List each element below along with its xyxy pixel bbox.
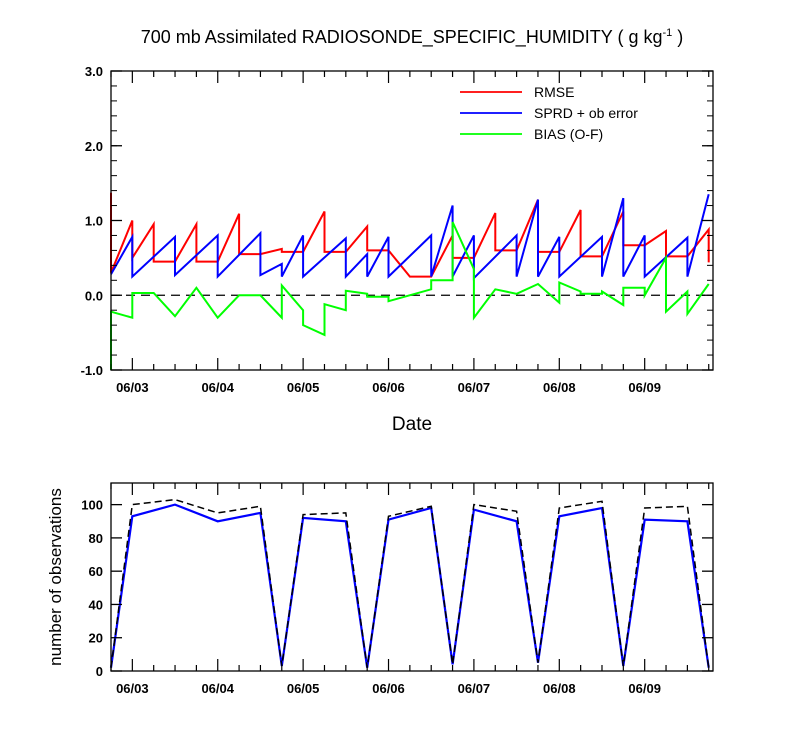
y-tick-label: 40 bbox=[89, 597, 103, 612]
top-chart-panel: -1.0 0.0 1.0 2.0 3.0 06/03 06/04 06/05 06/06 06/0… bbox=[81, 27, 714, 435]
series-line-rmse bbox=[110, 192, 710, 278]
legend-label: BIAS (O-F) bbox=[534, 126, 603, 142]
chart-title-main: 700 mb Assimilated RADIOSONDE_SPECIFIC_H… bbox=[141, 27, 663, 48]
x-tick-label: 06/03 bbox=[116, 380, 149, 395]
chart-title: 700 mb Assimilated RADIOSONDE_SPECIFIC_H… bbox=[141, 27, 684, 48]
x-tick-label: 06/05 bbox=[287, 380, 320, 395]
x-axis-label: Date bbox=[392, 414, 432, 435]
x-tick-label: 06/06 bbox=[372, 681, 405, 696]
y-tick-label: 1.0 bbox=[85, 214, 103, 229]
y-tick-label: 0 bbox=[96, 664, 103, 679]
plot-frame bbox=[110, 482, 714, 672]
x-tick-label: 06/09 bbox=[628, 681, 661, 696]
x-tick-label: 06/07 bbox=[458, 380, 491, 395]
x-tick-label: 06/03 bbox=[116, 681, 149, 696]
x-tick-label: 06/08 bbox=[543, 681, 576, 696]
y-tick-label: 3.0 bbox=[85, 64, 103, 79]
legend-label: RMSE bbox=[534, 84, 574, 100]
y-tick-label: 100 bbox=[81, 498, 103, 513]
chart-title-suffix: ) bbox=[672, 27, 683, 47]
x-tick-label: 06/04 bbox=[201, 380, 234, 395]
x-tick-label: 06/05 bbox=[287, 681, 320, 696]
chart-title-superscript: -1 bbox=[663, 27, 673, 39]
x-tick-label: 06/06 bbox=[372, 380, 405, 395]
series-line-sprd-ob-error bbox=[110, 194, 710, 281]
bottom-chart-panel: 0 20 40 60 80 100 06/03 06/04 06/05 06/06 06/07 06/… bbox=[46, 482, 714, 696]
x-tick-label: 06/08 bbox=[543, 380, 576, 395]
x-tick-label: 06/07 bbox=[458, 681, 491, 696]
legend-label: SPRD + ob error bbox=[534, 105, 638, 121]
y-tick-label: 80 bbox=[89, 531, 103, 546]
series-line-assimilated-observations bbox=[109, 503, 710, 668]
y-tick-label: -1.0 bbox=[81, 363, 103, 378]
x-tick-label: 06/09 bbox=[628, 380, 661, 395]
series-line-total-observations bbox=[110, 498, 710, 668]
y-tick-label: 2.0 bbox=[85, 139, 103, 154]
y-tick-label: 60 bbox=[89, 564, 103, 579]
y-axis-label: number of observations bbox=[46, 488, 65, 666]
y-tick-label: 20 bbox=[89, 631, 103, 646]
y-tick-label: 0.0 bbox=[85, 288, 103, 303]
series-line-bias-o-f bbox=[110, 221, 710, 370]
x-tick-label: 06/04 bbox=[201, 681, 234, 696]
